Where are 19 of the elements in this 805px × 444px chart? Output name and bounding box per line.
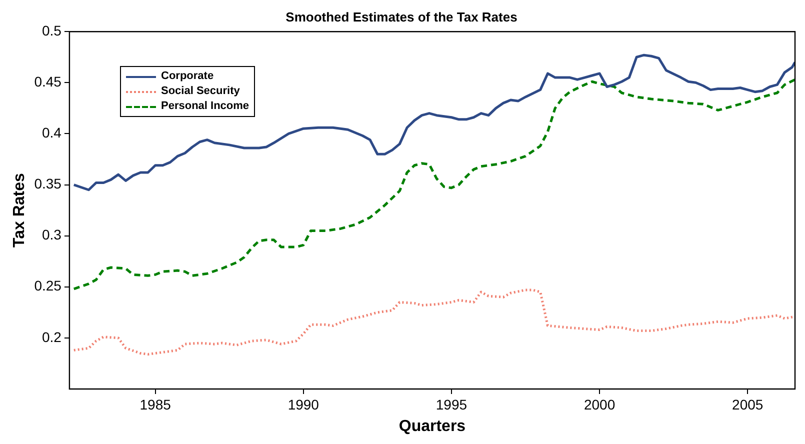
y-tick-label: 0.25 bbox=[34, 278, 62, 294]
x-tick-label: 2000 bbox=[584, 396, 616, 412]
legend-label: Personal Income bbox=[161, 99, 250, 114]
y-tick-label: 0.4 bbox=[42, 124, 62, 141]
y-tick-label: 0.45 bbox=[34, 74, 62, 90]
y-tick-label: 0.2 bbox=[42, 328, 62, 345]
x-tick-label: 2005 bbox=[732, 396, 764, 412]
y-tick-label: 0.35 bbox=[34, 176, 62, 192]
chart-title: Smoothed Estimates of the Tax Rates bbox=[286, 9, 518, 24]
line-series bbox=[72, 288, 795, 356]
x-tick-label: 1985 bbox=[140, 396, 172, 412]
y-axis-title: Tax Rates bbox=[11, 172, 28, 248]
x-axis-title: Quarters bbox=[398, 418, 466, 435]
y-tick-label: 0.5 bbox=[42, 22, 62, 38]
legend-label: Social Security bbox=[161, 84, 240, 99]
x-tick-label: 1990 bbox=[288, 396, 320, 412]
legend-label: Corporate bbox=[161, 69, 214, 84]
y-tick-label: 0.3 bbox=[42, 226, 62, 243]
x-tick-label: 1995 bbox=[436, 396, 468, 412]
